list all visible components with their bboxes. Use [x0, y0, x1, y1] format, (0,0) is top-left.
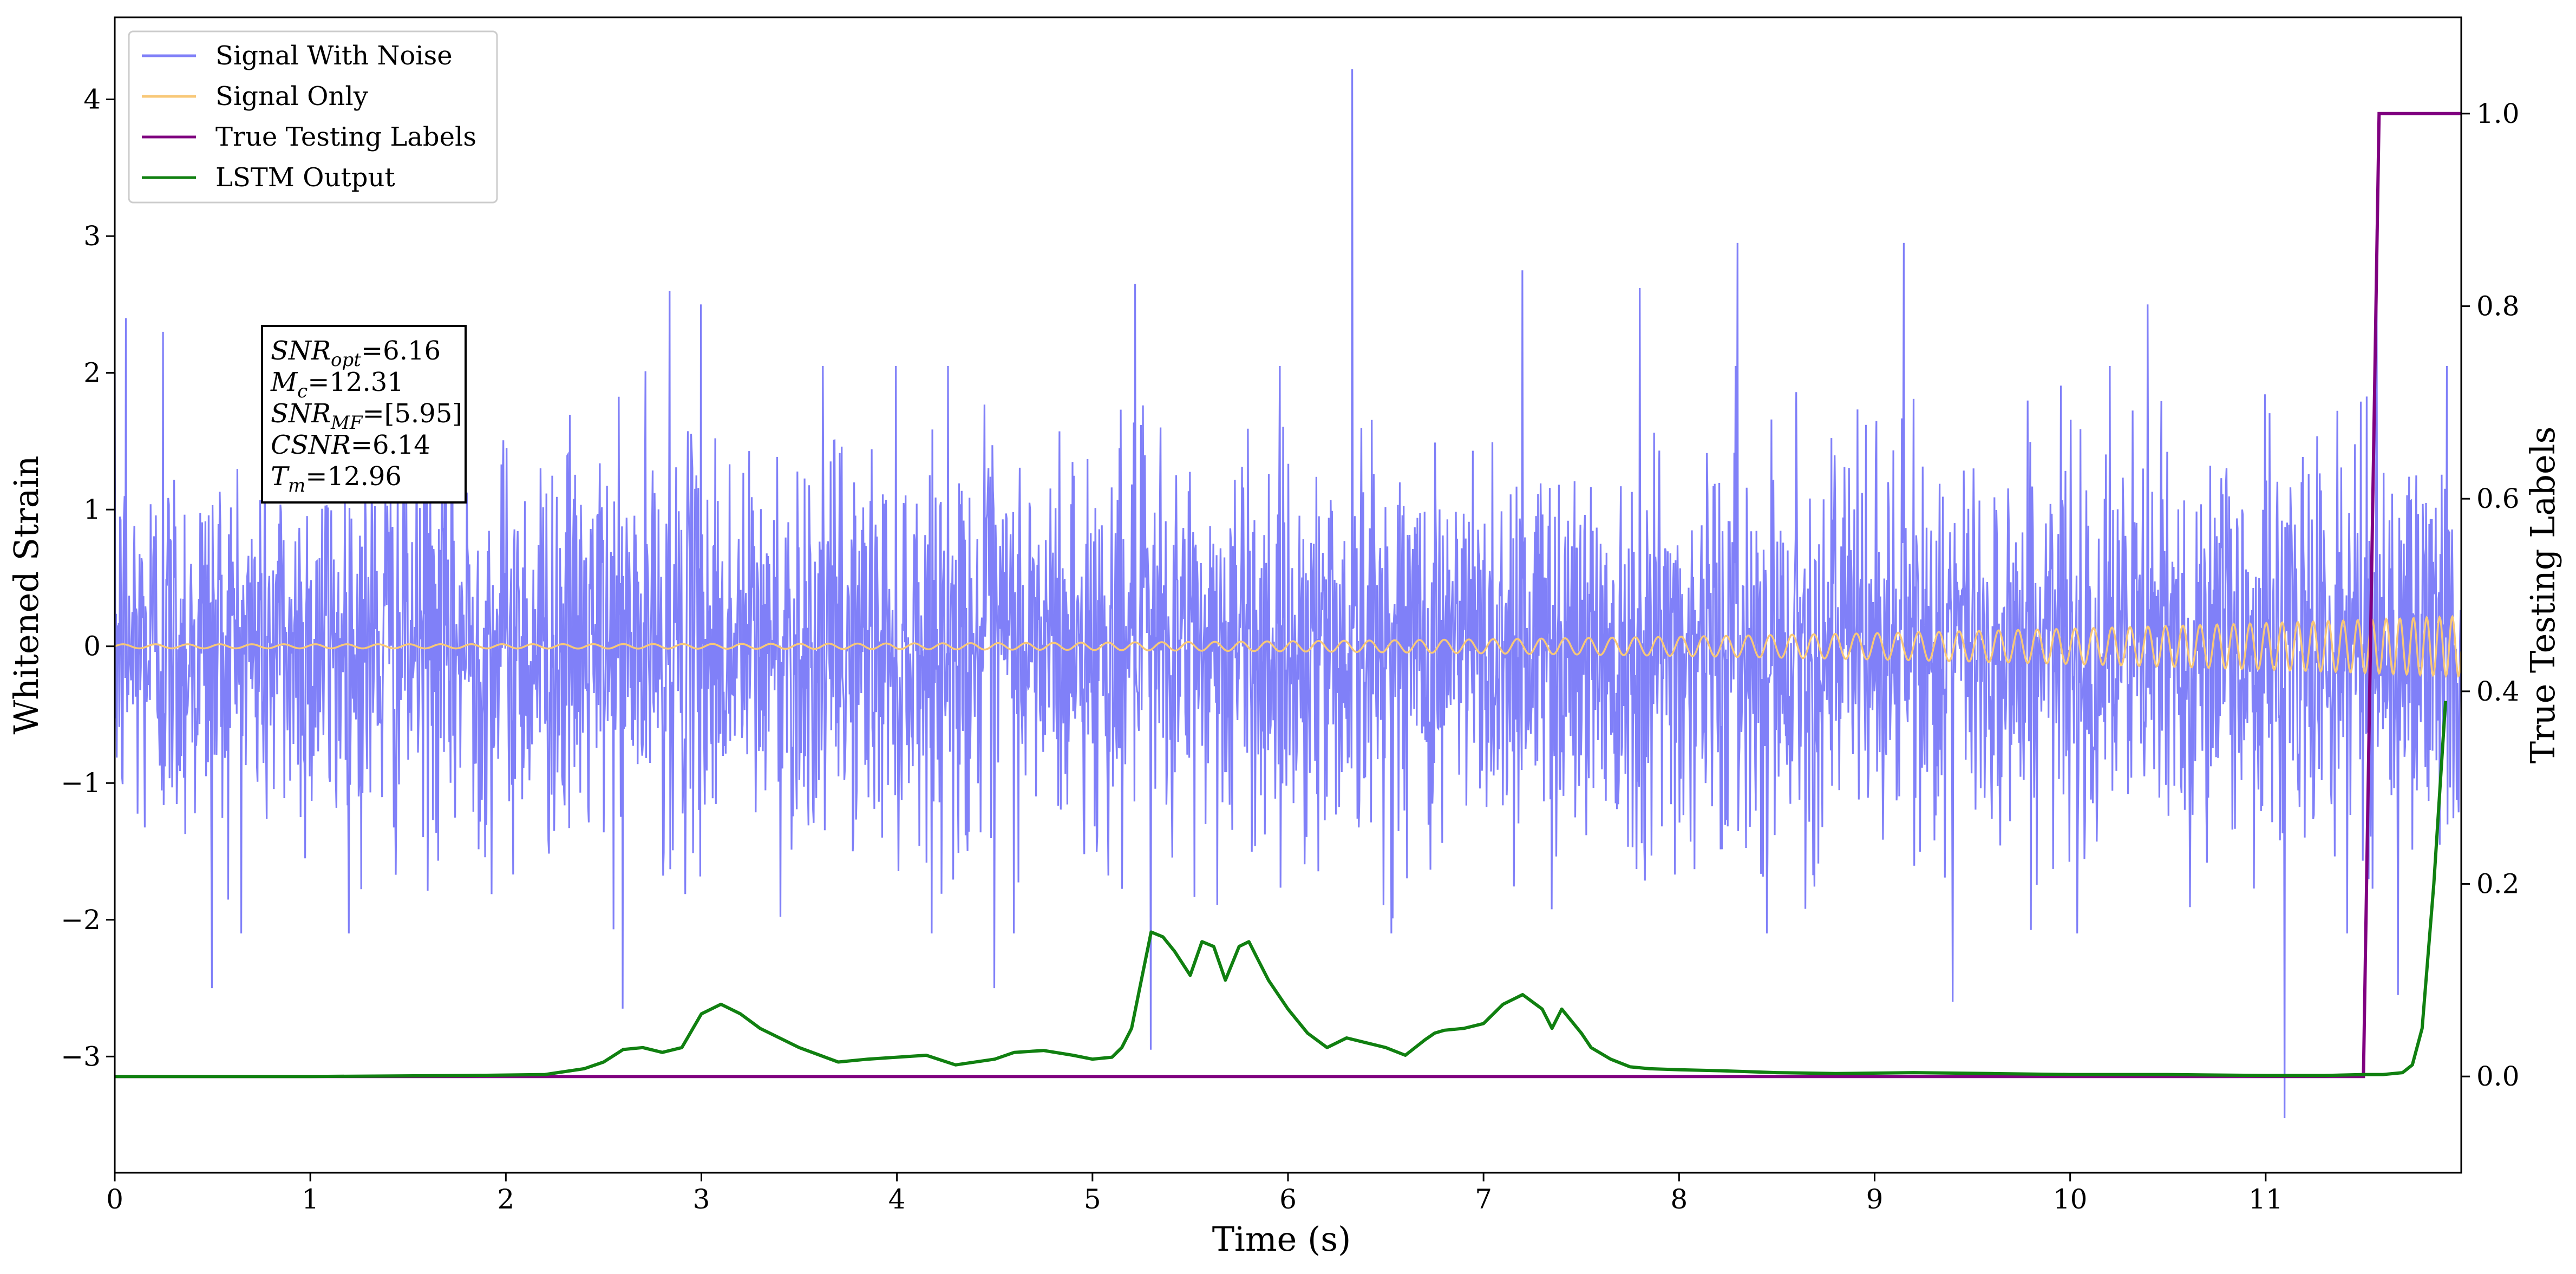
y-right-tick-label: 0.2: [2476, 868, 2520, 900]
plot-area: [115, 69, 2461, 1119]
axis-ticks: 0 1 2 3 4 5 6 7 8 9 10 11 −3 −2 −1 0 1 2 3 4 0.0 0.2 0.4 0.6 0.8…: [61, 84, 2519, 1215]
annotation-symbol: SNR: [271, 336, 331, 366]
y-tick-label: 0: [83, 631, 101, 662]
y-tick-label: 4: [83, 84, 101, 115]
annotation-symbol: M: [270, 367, 298, 397]
y-right-tick-label: 0.0: [2476, 1061, 2520, 1092]
series-true-testing-labels: [115, 112, 2461, 1079]
annotation-value: =12.31: [308, 367, 404, 397]
x-axis-title: Time (s): [1212, 1219, 1351, 1259]
legend-label-lstm: LSTM Output: [215, 162, 395, 193]
annotation-value: =[5.95]: [362, 398, 462, 429]
y-tick-label: 3: [83, 220, 101, 252]
y-axis-title-left: Whitened Strain: [6, 456, 46, 735]
x-tick-label: 4: [888, 1184, 906, 1215]
legend-label-true-labels: True Testing Labels: [215, 122, 476, 152]
legend: Signal With Noise Signal Only True Testi…: [128, 30, 498, 204]
annotation-frame: [261, 325, 467, 504]
y-right-tick-label: 0.8: [2476, 291, 2520, 322]
annotation-value: =12.96: [305, 461, 402, 492]
annotation-subscript: opt: [331, 349, 361, 371]
annotation-subscript: c: [297, 381, 308, 402]
annotation-symbol: SNR: [271, 398, 331, 429]
x-tick-label: 11: [2248, 1184, 2283, 1215]
y-tick-label: 2: [83, 357, 101, 389]
annotation-symbol: T: [271, 461, 290, 492]
annotation-subscript: m: [288, 475, 305, 496]
annotation-box: SNRopt=6.16 Mc=12.31 SNRMF=[5.95] CSNR=6.14…: [261, 325, 467, 504]
annotation-value: =6.16: [361, 336, 441, 366]
x-tick-label: 9: [1866, 1184, 1884, 1215]
series-signal-with-noise: [115, 69, 2461, 1119]
x-tick-label: 8: [1670, 1184, 1688, 1215]
x-tick-label: 0: [106, 1184, 123, 1215]
annotation-symbol: CSNR: [271, 430, 351, 460]
legend-label-signal-only: Signal Only: [215, 81, 368, 112]
y-tick-label: −3: [61, 1041, 101, 1072]
y-right-tick-label: 0.6: [2476, 483, 2520, 514]
y-axis-title-right: True Testing Labels: [2523, 427, 2562, 764]
x-tick-label: 3: [693, 1184, 710, 1215]
y-tick-label: 1: [83, 494, 101, 525]
legend-label-signal-with-noise: Signal With Noise: [215, 41, 453, 71]
series-signal-only: [115, 615, 2461, 678]
x-tick-label: 2: [497, 1184, 514, 1215]
y-right-tick-label: 1.0: [2476, 98, 2520, 129]
annotation-value: =6.14: [351, 430, 430, 460]
x-tick-label: 7: [1475, 1184, 1492, 1215]
annotation-text: SNRopt=6.16 Mc=12.31 SNRMF=[5.95] CSNR=6.14…: [270, 336, 462, 496]
annotation-subscript: MF: [330, 412, 363, 434]
x-tick-label: 5: [1084, 1184, 1101, 1215]
legend-box: [128, 30, 498, 204]
y-right-tick-label: 0.4: [2476, 676, 2520, 707]
x-tick-label: 1: [302, 1184, 319, 1215]
series-lstm-output: [115, 701, 2448, 1079]
y-tick-label: −1: [61, 767, 101, 799]
x-tick-label: 10: [2053, 1184, 2088, 1215]
y-tick-label: −2: [61, 904, 101, 936]
x-tick-label: 6: [1279, 1184, 1297, 1215]
